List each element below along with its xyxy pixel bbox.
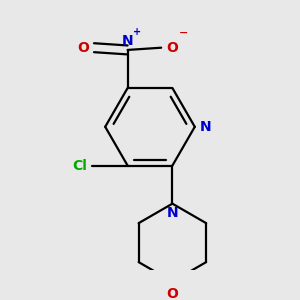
Text: Cl: Cl — [72, 159, 87, 172]
Text: O: O — [167, 287, 178, 300]
Text: O: O — [77, 41, 88, 55]
Text: −: − — [179, 28, 188, 38]
Text: N: N — [122, 34, 134, 48]
Text: N: N — [167, 206, 178, 220]
Text: +: + — [134, 27, 142, 38]
Text: O: O — [167, 41, 178, 55]
Text: N: N — [200, 120, 212, 134]
